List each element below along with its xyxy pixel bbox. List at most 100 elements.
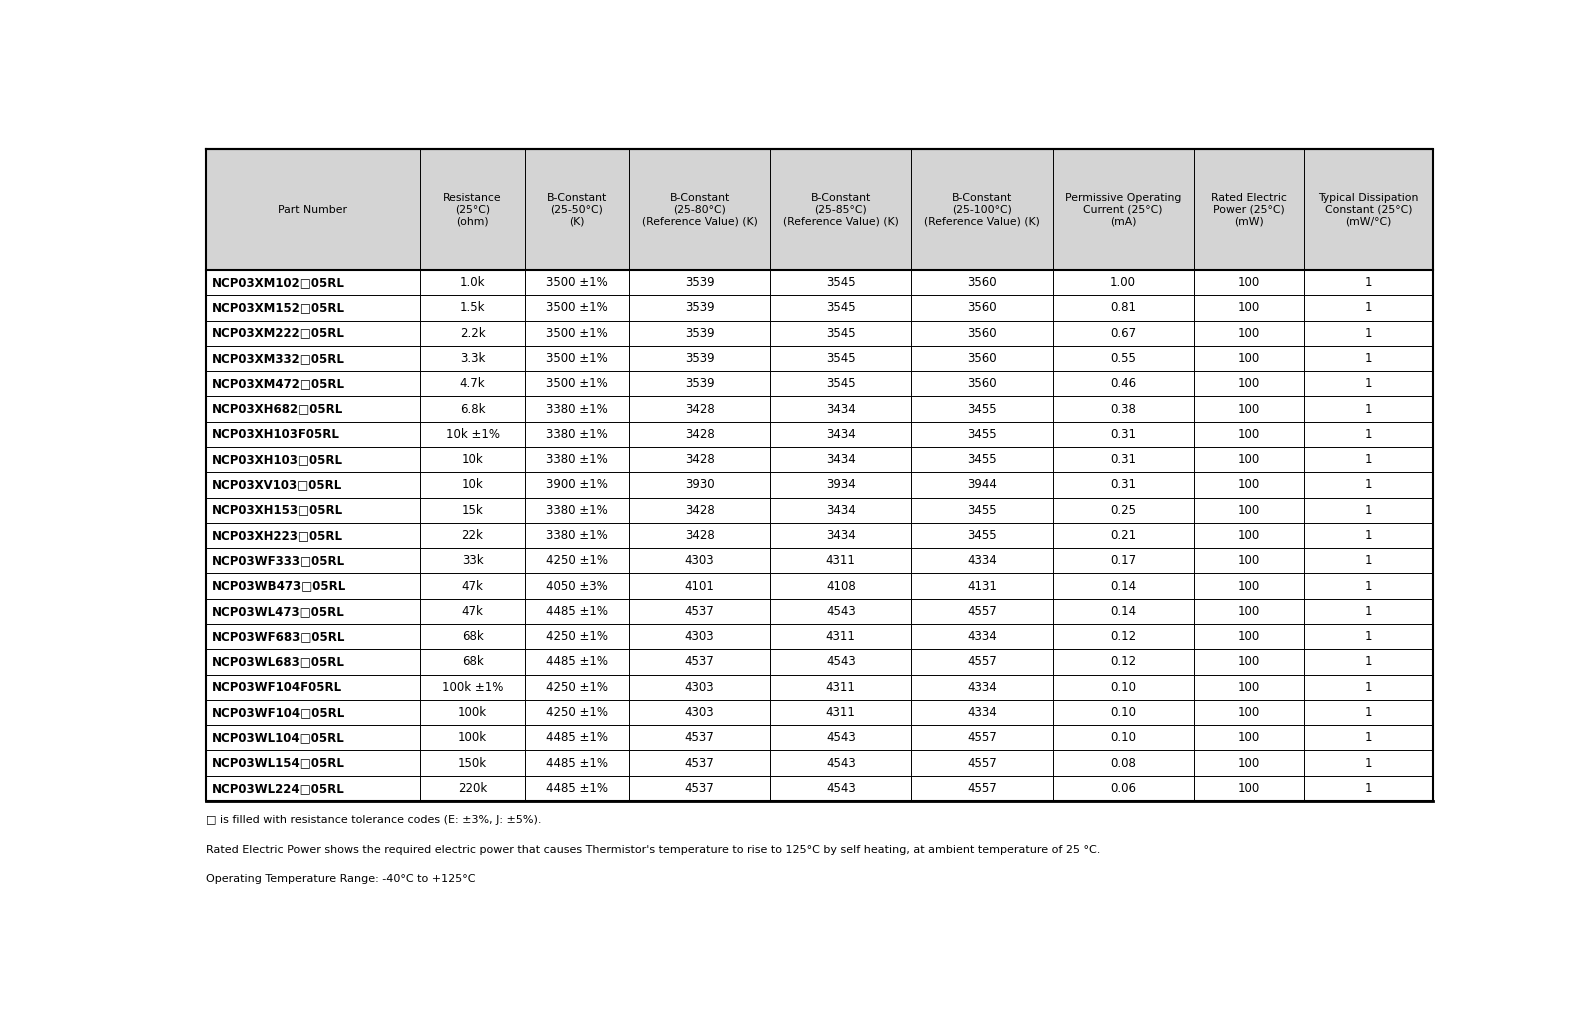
Text: 3434: 3434 <box>826 428 855 441</box>
Text: 0.81: 0.81 <box>1110 301 1136 314</box>
Bar <box>206 396 1432 422</box>
Bar <box>206 674 1432 700</box>
Text: 3455: 3455 <box>967 403 997 416</box>
Bar <box>206 447 1432 473</box>
Text: 0.31: 0.31 <box>1110 453 1136 466</box>
Text: 3428: 3428 <box>684 403 715 416</box>
Text: 3500 ±1%: 3500 ±1% <box>545 377 608 390</box>
Bar <box>206 574 1432 598</box>
Text: 3539: 3539 <box>684 352 715 365</box>
Text: 100: 100 <box>1238 782 1260 795</box>
Text: 3560: 3560 <box>967 377 997 390</box>
Bar <box>206 320 1432 346</box>
Text: 100: 100 <box>1238 377 1260 390</box>
Text: 3930: 3930 <box>684 479 715 492</box>
Text: 100: 100 <box>1238 680 1260 694</box>
Text: 4131: 4131 <box>967 580 997 592</box>
Text: 1: 1 <box>1365 529 1372 542</box>
Text: 100k ±1%: 100k ±1% <box>442 680 502 694</box>
Text: 3545: 3545 <box>826 352 855 365</box>
Text: 3455: 3455 <box>967 529 997 542</box>
Text: 100: 100 <box>1238 731 1260 744</box>
Text: 3434: 3434 <box>826 453 855 466</box>
Text: NCP03XH103□05RL: NCP03XH103□05RL <box>212 453 343 466</box>
Text: NCP03XM102□05RL: NCP03XM102□05RL <box>212 276 345 289</box>
Text: Operating Temperature Range: -40°C to +125°C: Operating Temperature Range: -40°C to +1… <box>206 874 475 884</box>
Text: 0.06: 0.06 <box>1110 782 1136 795</box>
Text: 4485 ±1%: 4485 ±1% <box>545 655 608 668</box>
Text: NCP03WL473□05RL: NCP03WL473□05RL <box>212 604 345 618</box>
Text: NCP03XM332□05RL: NCP03XM332□05RL <box>212 352 345 365</box>
Text: 3539: 3539 <box>684 327 715 340</box>
Text: 1: 1 <box>1365 555 1372 567</box>
Text: 150k: 150k <box>458 756 486 770</box>
Text: 4050 ±3%: 4050 ±3% <box>545 580 608 592</box>
Text: 4250 ±1%: 4250 ±1% <box>545 706 608 719</box>
Text: 4557: 4557 <box>967 731 997 744</box>
Text: 3545: 3545 <box>826 301 855 314</box>
Text: 4303: 4303 <box>684 680 715 694</box>
Text: 3944: 3944 <box>967 479 997 492</box>
Text: NCP03WB473□05RL: NCP03WB473□05RL <box>212 580 346 592</box>
Text: 3380 ±1%: 3380 ±1% <box>545 529 608 542</box>
Text: NCP03WL683□05RL: NCP03WL683□05RL <box>212 655 345 668</box>
Text: 3428: 3428 <box>684 504 715 517</box>
Text: 4557: 4557 <box>967 655 997 668</box>
Text: Rated Electric Power shows the required electric power that causes Thermistor's : Rated Electric Power shows the required … <box>206 845 1101 855</box>
Text: 4303: 4303 <box>684 555 715 567</box>
Text: 3434: 3434 <box>826 403 855 416</box>
Text: 3560: 3560 <box>967 301 997 314</box>
Text: 0.10: 0.10 <box>1110 680 1136 694</box>
Text: 3900 ±1%: 3900 ±1% <box>545 479 608 492</box>
Text: 10k: 10k <box>461 453 483 466</box>
Text: NCP03WF683□05RL: NCP03WF683□05RL <box>212 630 345 643</box>
Text: 100: 100 <box>1238 479 1260 492</box>
Text: 4543: 4543 <box>826 782 855 795</box>
Text: 3539: 3539 <box>684 276 715 289</box>
Text: 1: 1 <box>1365 327 1372 340</box>
Text: 0.38: 0.38 <box>1110 403 1136 416</box>
Text: 1.00: 1.00 <box>1110 276 1136 289</box>
Text: 100: 100 <box>1238 453 1260 466</box>
Bar <box>206 598 1432 624</box>
Text: 3380 ±1%: 3380 ±1% <box>545 504 608 517</box>
Text: NCP03XH103F05RL: NCP03XH103F05RL <box>212 428 340 441</box>
Text: 15k: 15k <box>461 504 483 517</box>
Text: 1: 1 <box>1365 756 1372 770</box>
Bar <box>206 498 1432 523</box>
Text: 3560: 3560 <box>967 352 997 365</box>
Bar <box>206 700 1432 725</box>
Text: 3380 ±1%: 3380 ±1% <box>545 428 608 441</box>
Text: 100: 100 <box>1238 504 1260 517</box>
Text: 100k: 100k <box>458 731 486 744</box>
Text: 3500 ±1%: 3500 ±1% <box>545 327 608 340</box>
Text: 1: 1 <box>1365 377 1372 390</box>
Text: 0.21: 0.21 <box>1110 529 1136 542</box>
Text: 0.14: 0.14 <box>1110 580 1136 592</box>
Bar <box>206 725 1432 750</box>
Text: 4334: 4334 <box>967 680 997 694</box>
Text: 0.10: 0.10 <box>1110 706 1136 719</box>
Text: 100: 100 <box>1238 630 1260 643</box>
Text: 4250 ±1%: 4250 ±1% <box>545 630 608 643</box>
Text: 4537: 4537 <box>684 731 715 744</box>
Text: 3500 ±1%: 3500 ±1% <box>545 301 608 314</box>
Text: 1: 1 <box>1365 453 1372 466</box>
Text: 3500 ±1%: 3500 ±1% <box>545 276 608 289</box>
Text: 4334: 4334 <box>967 555 997 567</box>
Text: 47k: 47k <box>461 604 483 618</box>
Text: 3434: 3434 <box>826 529 855 542</box>
Text: 100: 100 <box>1238 555 1260 567</box>
Text: NCP03XH682□05RL: NCP03XH682□05RL <box>212 403 343 416</box>
Text: NCP03XV103□05RL: NCP03XV103□05RL <box>212 479 341 492</box>
Text: 4537: 4537 <box>684 604 715 618</box>
Text: 1: 1 <box>1365 479 1372 492</box>
Text: 0.31: 0.31 <box>1110 479 1136 492</box>
Bar <box>206 346 1432 371</box>
Text: Part Number: Part Number <box>279 205 348 215</box>
Text: NCP03WL104□05RL: NCP03WL104□05RL <box>212 731 345 744</box>
Text: 4303: 4303 <box>684 630 715 643</box>
Text: 4557: 4557 <box>967 782 997 795</box>
Text: 4485 ±1%: 4485 ±1% <box>545 782 608 795</box>
Text: 3455: 3455 <box>967 428 997 441</box>
